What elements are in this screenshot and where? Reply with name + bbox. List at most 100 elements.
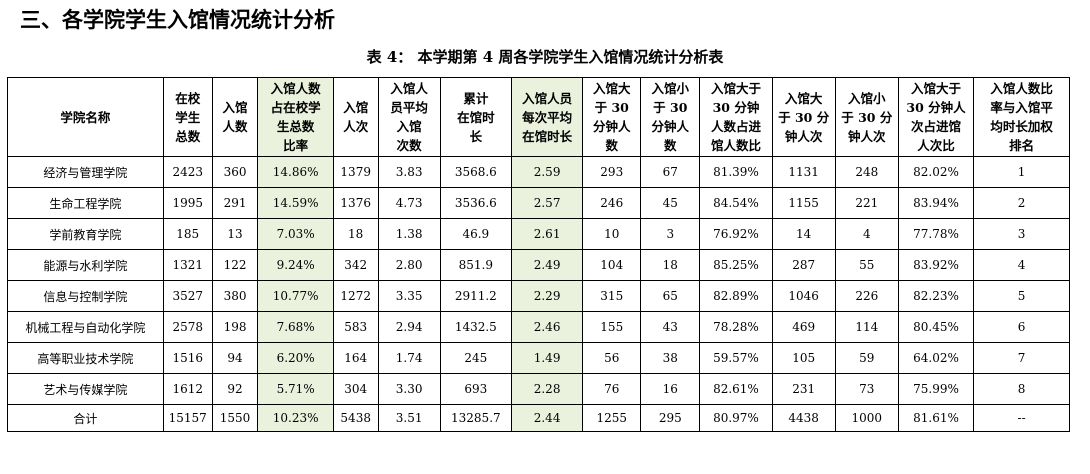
table-cell: 10 bbox=[582, 218, 642, 250]
table-cell: 3527 bbox=[162, 280, 213, 312]
table-cell: 2.80 bbox=[377, 249, 441, 281]
stats-table: 学院名称 在校 学生 总数 入馆 人数 入馆人数 占在校学 生总数 比率 入馆 人次 入馆人 员平均 入馆次… bbox=[7, 77, 1070, 432]
college-name-cell: 信息与控制学院 bbox=[7, 280, 164, 312]
table-title: 表 4： 本学期第 4 周各学院学生入馆情况统计分析表 bbox=[366, 48, 724, 66]
table-cell: 6.20% bbox=[257, 342, 334, 374]
table-cell: 38 bbox=[640, 342, 701, 374]
college-name-cell: 经济与管理学院 bbox=[7, 156, 164, 188]
table-row: 艺术与传媒学院 1612 92 5.71% 304 3.30 693 2.28 76 16 82.6… bbox=[7, 373, 1070, 405]
table-cell: 2423 bbox=[162, 156, 213, 188]
table-cell: 84.54% bbox=[699, 187, 773, 219]
table-cell: 82.23% bbox=[897, 280, 975, 312]
column-header: 入馆小于 30 分钟人次 bbox=[834, 77, 899, 157]
table-cell: 13285.7 bbox=[439, 404, 512, 432]
table-cell: 1995 bbox=[162, 187, 213, 219]
table-cell: 1379 bbox=[332, 156, 379, 188]
table-cell: 226 bbox=[834, 280, 899, 312]
table-cell: 80.45% bbox=[897, 311, 975, 343]
table-cell: 81.39% bbox=[699, 156, 773, 188]
table-cell: 2.28 bbox=[510, 373, 584, 405]
table-cell: 1131 bbox=[771, 156, 836, 188]
header-row: 学院名称 在校 学生 总数 入馆 人数 入馆人数 占在校学 生总数 比率 入馆 人次 入馆人 员平均 入馆次… bbox=[7, 77, 1070, 157]
table-cell: 1376 bbox=[332, 187, 379, 219]
table-cell: 56 bbox=[582, 342, 642, 374]
table-cell: 2.49 bbox=[510, 249, 584, 281]
table-cell: 304 bbox=[332, 373, 379, 405]
table-cell: 14.59% bbox=[257, 187, 334, 219]
table-cell: 342 bbox=[332, 249, 379, 281]
table-row: 机械工程与自动化学院 2578 198 7.68% 583 2.94 1432.5 2.46 1… bbox=[7, 311, 1070, 343]
college-name-cell: 机械工程与自动化学院 bbox=[7, 311, 164, 343]
table-cell: 75.99% bbox=[897, 373, 975, 405]
table-cell: 1.49 bbox=[510, 342, 584, 374]
table-cell: 82.89% bbox=[699, 280, 773, 312]
table-cell: -- bbox=[973, 404, 1070, 432]
table-cell: 80.97% bbox=[699, 404, 773, 432]
table-cell: 13 bbox=[211, 218, 259, 250]
table-cell: 1 bbox=[973, 156, 1070, 188]
table-cell: 3.35 bbox=[377, 280, 441, 312]
table-cell: 10.77% bbox=[257, 280, 334, 312]
table-cell: 5438 bbox=[332, 404, 379, 432]
college-name-cell: 学前教育学院 bbox=[7, 218, 164, 250]
table-cell: 3.83 bbox=[377, 156, 441, 188]
table-row: 信息与控制学院 3527 380 10.77% 1272 3.35 2911.2 2.29 31… bbox=[7, 280, 1070, 312]
column-header: 入馆 人次 bbox=[332, 77, 379, 157]
table-cell: 291 bbox=[211, 187, 259, 219]
table-row: 能源与水利学院 1321 122 9.24% 342 2.80 851.9 2.49 104 18… bbox=[7, 249, 1070, 281]
table-cell: 3 bbox=[640, 218, 701, 250]
table-cell: 7.03% bbox=[257, 218, 334, 250]
table-cell: 81.61% bbox=[897, 404, 975, 432]
table-cell: 1550 bbox=[211, 404, 259, 432]
table-cell: 248 bbox=[834, 156, 899, 188]
table-cell: 55 bbox=[834, 249, 899, 281]
table-cell: 46.9 bbox=[439, 218, 512, 250]
table-cell: 380 bbox=[211, 280, 259, 312]
table-cell: 4 bbox=[834, 218, 899, 250]
table-cell: 198 bbox=[211, 311, 259, 343]
table-row: 高等职业技术学院 1516 94 6.20% 164 1.74 245 1.49 56 38 59.… bbox=[7, 342, 1070, 374]
table-cell: 76.92% bbox=[699, 218, 773, 250]
table-cell: 3536.6 bbox=[439, 187, 512, 219]
table-cell: 85.25% bbox=[699, 249, 773, 281]
table-cell: 1321 bbox=[162, 249, 213, 281]
table-cell: 2911.2 bbox=[439, 280, 512, 312]
column-header: 入馆 人数 bbox=[211, 77, 259, 157]
table-cell: 92 bbox=[211, 373, 259, 405]
table-row: 经济与管理学院 2423 360 14.86% 1379 3.83 3568.6 2.59 29… bbox=[7, 156, 1070, 188]
table-cell: 2 bbox=[973, 187, 1070, 219]
table-cell: 2.44 bbox=[510, 404, 584, 432]
table-cell: 7.68% bbox=[257, 311, 334, 343]
table-cell: 2.59 bbox=[510, 156, 584, 188]
column-header: 入馆大于 30 分钟人 次占进馆 人次比 bbox=[897, 77, 975, 157]
column-header: 入馆大于 30 分钟 人数占进 馆人数比 bbox=[699, 77, 773, 157]
table-cell: 693 bbox=[439, 373, 512, 405]
table-cell: 2578 bbox=[162, 311, 213, 343]
table-cell: 221 bbox=[834, 187, 899, 219]
table-cell: 1.74 bbox=[377, 342, 441, 374]
table-cell: 1255 bbox=[582, 404, 642, 432]
table-cell: 59 bbox=[834, 342, 899, 374]
table-cell: 469 bbox=[771, 311, 836, 343]
table-cell: 83.92% bbox=[897, 249, 975, 281]
table-cell: 78.28% bbox=[699, 311, 773, 343]
table-cell: 67 bbox=[640, 156, 701, 188]
table-cell: 2.46 bbox=[510, 311, 584, 343]
table-cell: 2.29 bbox=[510, 280, 584, 312]
table-cell: 6 bbox=[973, 311, 1070, 343]
section-title: 三、各学院学生入馆情况统计分析 bbox=[20, 8, 335, 32]
table-cell: 245 bbox=[439, 342, 512, 374]
table-cell: 1046 bbox=[771, 280, 836, 312]
table-body: 经济与管理学院 2423 360 14.86% 1379 3.83 3568.6 2.59 29… bbox=[7, 156, 1070, 432]
table-row: 学前教育学院 185 13 7.03% 18 1.38 46.9 2.61 10 3 76.92% 1… bbox=[7, 218, 1070, 250]
table-cell: 73 bbox=[834, 373, 899, 405]
column-header: 入馆小于 30 分钟人数 bbox=[640, 77, 701, 157]
table-cell: 94 bbox=[211, 342, 259, 374]
table-cell: 65 bbox=[640, 280, 701, 312]
table-cell: 2.61 bbox=[510, 218, 584, 250]
table-cell: 15157 bbox=[162, 404, 213, 432]
table-cell: 3 bbox=[973, 218, 1070, 250]
table-cell: 293 bbox=[582, 156, 642, 188]
table-cell: 1516 bbox=[162, 342, 213, 374]
column-header: 学院名称 bbox=[7, 77, 164, 157]
